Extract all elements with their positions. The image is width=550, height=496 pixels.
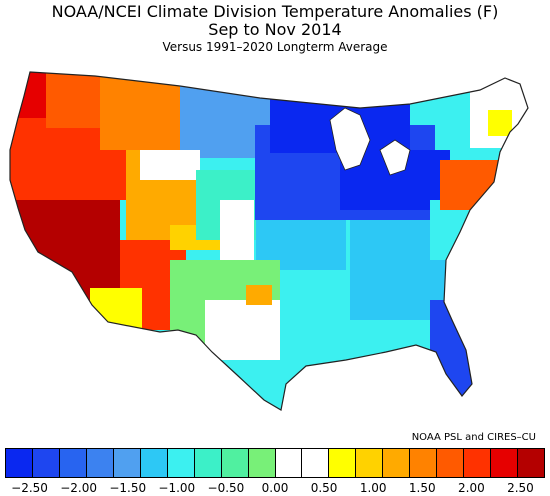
region-vermont <box>488 110 512 136</box>
great-lakes <box>329 107 411 176</box>
legend-swatch <box>464 449 492 477</box>
color-scale-bar <box>5 448 545 478</box>
legend-swatch <box>410 449 438 477</box>
legend-tick-label: 1.00 <box>359 481 387 495</box>
legend-swatch <box>32 449 60 477</box>
legend-tick-label: −2.50 <box>11 481 48 495</box>
legend-swatch <box>59 449 87 477</box>
legend-swatch <box>194 449 222 477</box>
region-texas-neutral <box>205 300 280 360</box>
us-outline <box>9 71 529 411</box>
legend-tick-label: −1.50 <box>109 481 147 495</box>
region-wyoming-neutral <box>140 150 200 180</box>
legend-tick-label: 0.00 <box>261 481 289 495</box>
legend-swatch <box>248 449 276 477</box>
map-baseline: Versus 1991–2020 Longterm Average <box>162 40 388 54</box>
legend-tick-label: 2.50 <box>507 481 534 495</box>
legend-swatch <box>167 449 195 477</box>
region-gulf-coast <box>280 270 350 370</box>
legend-swatch <box>491 449 519 477</box>
legend-tick-label: −1.00 <box>158 481 196 495</box>
legend-swatch <box>275 449 303 477</box>
legend-swatch <box>356 449 384 477</box>
legend-swatch <box>140 449 168 477</box>
region-northwest-interior <box>46 72 100 128</box>
region-kansas-neutral <box>220 200 254 260</box>
legend-tick-label: 2.00 <box>458 481 485 495</box>
credit-text: NOAA PSL and CIRES–CU <box>411 432 536 443</box>
legend-swatch <box>329 449 357 477</box>
legend-swatch <box>302 449 330 477</box>
legend-swatch <box>6 449 33 477</box>
legend-swatch <box>437 449 465 477</box>
region-northern-rockies <box>100 72 180 150</box>
legend-tick-label: −0.50 <box>207 481 245 495</box>
legend-swatch <box>383 449 411 477</box>
region-oregon-north-california <box>10 118 46 200</box>
map-period: Sep to Nov 2014 <box>208 20 342 39</box>
us-climate-division-map <box>9 71 529 411</box>
legend-tick-label: −2.00 <box>60 481 98 495</box>
region-new-england <box>470 72 528 148</box>
legend-swatch <box>86 449 114 477</box>
region-florida <box>430 300 480 400</box>
legend-swatch <box>518 449 545 477</box>
legend-tick-label: 1.50 <box>408 481 436 495</box>
region-pacific-northwest-coast <box>10 72 46 118</box>
legend-tick-label: 0.50 <box>310 481 338 495</box>
color-scale-ticks: −2.50 −2.00 −1.50 −1.00 −0.50 0.00 0.50 1.00 1.5… <box>5 481 545 495</box>
map-title: NOAA/NCEI Climate Division Temperature A… <box>51 2 499 21</box>
region-texas-panhandle <box>246 285 272 305</box>
legend-swatch <box>221 449 249 477</box>
legend-swatch <box>113 449 141 477</box>
